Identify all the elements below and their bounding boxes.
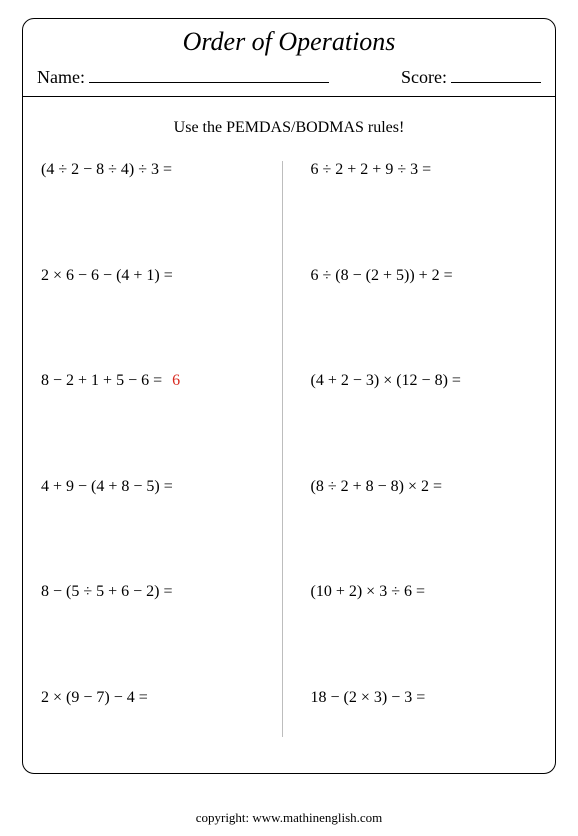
- problem-expr: 2 × (9 − 7) − 4 =: [41, 689, 148, 706]
- instructions-text: Use the PEMDAS/BODMAS rules!: [23, 97, 555, 147]
- page-title: Order of Operations: [23, 19, 555, 57]
- problems-right-column: 6 ÷ 2 + 2 + 9 ÷ 3 = 6 ÷ (8 − (2 + 5)) + …: [283, 161, 538, 737]
- problem-left-1: 2 × 6 − 6 − (4 + 1) =: [41, 267, 268, 285]
- score-label: Score:: [401, 67, 447, 88]
- problem-expr: (10 + 2) × 3 ÷ 6 =: [311, 583, 426, 600]
- score-input-line[interactable]: [451, 65, 541, 83]
- problem-expr: 6 ÷ (8 − (2 + 5)) + 2 =: [311, 267, 453, 284]
- problem-right-1: 6 ÷ (8 − (2 + 5)) + 2 =: [311, 267, 538, 285]
- problem-right-3: (8 ÷ 2 + 8 − 8) × 2 =: [311, 478, 538, 496]
- problem-right-4: (10 + 2) × 3 ÷ 6 =: [311, 583, 538, 601]
- problem-expr: 8 − 2 + 1 + 5 − 6 =: [41, 372, 162, 389]
- header-row: Name: Score:: [23, 57, 555, 88]
- name-input-line[interactable]: [89, 65, 329, 83]
- problem-expr: (4 ÷ 2 − 8 ÷ 4) ÷ 3 =: [41, 161, 172, 178]
- problem-right-5: 18 − (2 × 3) − 3 =: [311, 689, 538, 707]
- problem-expr: 4 + 9 − (4 + 8 − 5) =: [41, 478, 173, 495]
- name-label: Name:: [37, 67, 85, 88]
- problems-container: (4 ÷ 2 − 8 ÷ 4) ÷ 3 = 2 × 6 − 6 − (4 + 1…: [23, 147, 555, 737]
- worksheet-page: Order of Operations Name: Score: Use the…: [22, 18, 556, 774]
- problem-expr: 18 − (2 × 3) − 3 =: [311, 689, 426, 706]
- problem-expr: 8 − (5 ÷ 5 + 6 − 2) =: [41, 583, 173, 600]
- problems-left-column: (4 ÷ 2 − 8 ÷ 4) ÷ 3 = 2 × 6 − 6 − (4 + 1…: [41, 161, 283, 737]
- problem-left-0: (4 ÷ 2 − 8 ÷ 4) ÷ 3 =: [41, 161, 268, 179]
- problem-expr: (8 ÷ 2 + 8 − 8) × 2 =: [311, 478, 443, 495]
- copyright-text: copyright: www.mathinenglish.com: [0, 810, 578, 826]
- problem-expr: 2 × 6 − 6 − (4 + 1) =: [41, 267, 173, 284]
- problem-expr: 6 ÷ 2 + 2 + 9 ÷ 3 =: [311, 161, 432, 178]
- problem-left-3: 4 + 9 − (4 + 8 − 5) =: [41, 478, 268, 496]
- problem-left-4: 8 − (5 ÷ 5 + 6 − 2) =: [41, 583, 268, 601]
- problem-right-2: (4 + 2 − 3) × (12 − 8) =: [311, 372, 538, 390]
- problem-expr: (4 + 2 − 3) × (12 − 8) =: [311, 372, 461, 389]
- problem-left-5: 2 × (9 − 7) − 4 =: [41, 689, 268, 707]
- problem-right-0: 6 ÷ 2 + 2 + 9 ÷ 3 =: [311, 161, 538, 179]
- problem-answer: 6: [172, 372, 180, 389]
- problem-left-2: 8 − 2 + 1 + 5 − 6 = 6: [41, 372, 268, 390]
